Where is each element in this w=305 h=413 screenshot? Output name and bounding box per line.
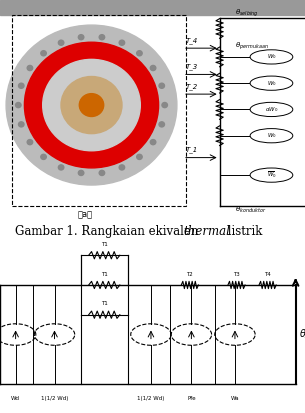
Text: T1: T1: [101, 242, 108, 247]
Ellipse shape: [41, 154, 46, 159]
Ellipse shape: [159, 122, 164, 127]
Text: T1: T1: [101, 272, 108, 277]
Ellipse shape: [78, 170, 84, 176]
Text: $\theta_{selbing}$: $\theta_{selbing}$: [235, 7, 259, 19]
Ellipse shape: [78, 35, 84, 40]
Ellipse shape: [99, 35, 105, 40]
Ellipse shape: [6, 25, 177, 185]
Ellipse shape: [27, 140, 33, 145]
Ellipse shape: [250, 128, 293, 143]
Text: $\theta_{konduktor}$: $\theta_{konduktor}$: [235, 204, 266, 214]
Ellipse shape: [250, 76, 293, 90]
Bar: [0, 0, 305, 15]
Ellipse shape: [250, 168, 293, 182]
Ellipse shape: [99, 170, 105, 176]
Text: T3: T3: [233, 272, 240, 277]
Ellipse shape: [137, 51, 142, 56]
Text: T_1: T_1: [186, 147, 198, 153]
Bar: [12, 15, 186, 206]
Text: listrik: listrik: [224, 225, 263, 238]
Text: T_3: T_3: [186, 63, 198, 70]
Text: $\theta_{permukaan}$: $\theta_{permukaan}$: [235, 40, 269, 52]
Ellipse shape: [250, 102, 293, 116]
Ellipse shape: [27, 65, 33, 71]
Text: Wd: Wd: [11, 396, 20, 401]
Text: 1(1/2 Wd): 1(1/2 Wd): [41, 396, 68, 401]
Ellipse shape: [150, 65, 156, 71]
Text: $W_0$: $W_0$: [267, 52, 276, 62]
Ellipse shape: [19, 83, 24, 88]
Ellipse shape: [41, 51, 46, 56]
Text: T_4: T_4: [186, 37, 198, 44]
Ellipse shape: [150, 140, 156, 145]
Ellipse shape: [16, 102, 21, 108]
Ellipse shape: [162, 102, 167, 108]
Ellipse shape: [24, 42, 159, 168]
Ellipse shape: [119, 40, 125, 45]
Text: Gambar 1. Rangkaian ekivalen: Gambar 1. Rangkaian ekivalen: [15, 225, 203, 238]
Ellipse shape: [61, 76, 122, 134]
Ellipse shape: [159, 83, 164, 88]
Ellipse shape: [58, 40, 64, 45]
Text: （a）: （a）: [78, 210, 93, 219]
Text: T4: T4: [264, 272, 271, 277]
Text: thermal: thermal: [183, 225, 230, 238]
Text: $W_0$: $W_0$: [267, 79, 276, 88]
Ellipse shape: [58, 165, 64, 170]
Text: T1: T1: [101, 301, 108, 306]
Text: $\theta_A$: $\theta_A$: [299, 328, 305, 342]
Ellipse shape: [79, 94, 104, 116]
Text: T_2: T_2: [186, 83, 198, 90]
Ellipse shape: [137, 154, 142, 159]
Text: Wa: Wa: [231, 396, 239, 401]
Text: T2: T2: [186, 272, 193, 277]
Ellipse shape: [19, 122, 24, 127]
Text: Pfe: Pfe: [187, 396, 196, 401]
Text: 1(1/2 Wd): 1(1/2 Wd): [137, 396, 165, 401]
Text: $\overline{W}_0$: $\overline{W}_0$: [267, 170, 276, 180]
Text: $W_0$: $W_0$: [267, 131, 276, 140]
Ellipse shape: [43, 59, 140, 151]
Text: $\alpha W_0$: $\alpha W_0$: [265, 105, 278, 114]
Ellipse shape: [119, 165, 125, 170]
Ellipse shape: [250, 50, 293, 64]
